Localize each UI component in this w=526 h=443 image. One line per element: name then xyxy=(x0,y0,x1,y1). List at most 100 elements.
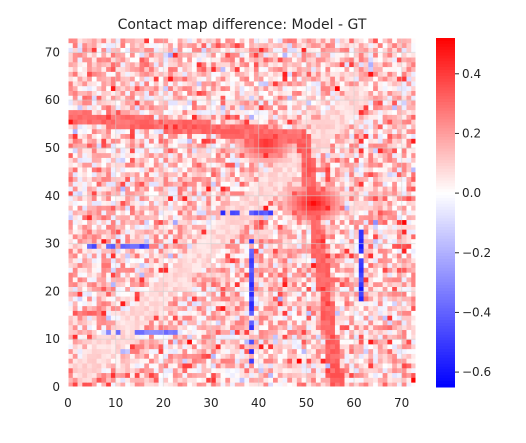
heatmap-cell xyxy=(396,157,403,163)
heatmap-cell xyxy=(172,262,179,268)
heatmap-cell xyxy=(149,61,155,68)
heatmap-cell xyxy=(282,272,288,278)
heatmap-cell xyxy=(411,205,417,211)
heatmap-cell xyxy=(253,176,260,182)
heatmap-cell xyxy=(215,205,221,211)
heatmap-cell xyxy=(387,157,393,163)
heatmap-cell xyxy=(120,100,126,106)
heatmap-cell xyxy=(377,147,384,154)
heatmap-cell xyxy=(354,90,360,96)
heatmap-cell xyxy=(358,377,364,383)
heatmap-cell xyxy=(406,71,412,77)
heatmap-cell xyxy=(392,186,398,192)
heatmap-cell xyxy=(77,104,83,111)
heatmap-cell xyxy=(272,382,279,388)
heatmap-cell xyxy=(134,90,140,96)
heatmap-cell xyxy=(234,95,241,101)
heatmap-cell xyxy=(320,195,326,201)
heatmap-cell xyxy=(68,71,74,77)
heatmap-cell xyxy=(392,291,398,297)
heatmap-cell xyxy=(91,300,98,307)
heatmap-cell xyxy=(401,377,407,383)
heatmap-cell xyxy=(144,229,150,235)
heatmap-cell xyxy=(158,128,164,135)
heatmap-cell xyxy=(354,382,360,388)
heatmap-cell xyxy=(149,286,155,292)
heatmap-cell xyxy=(301,61,307,68)
heatmap-cell xyxy=(182,281,188,287)
heatmap-cell xyxy=(296,310,302,316)
heatmap-cell xyxy=(72,358,78,364)
heatmap-cell xyxy=(244,291,250,297)
heatmap-cell xyxy=(392,205,398,211)
heatmap-cell xyxy=(110,171,117,178)
heatmap-cell xyxy=(87,310,93,316)
heatmap-cell xyxy=(201,190,207,197)
heatmap-cell xyxy=(382,329,388,335)
heatmap-cell xyxy=(358,162,364,168)
heatmap-cell xyxy=(191,167,198,173)
heatmap-cell xyxy=(392,286,398,292)
heatmap-cell xyxy=(401,305,407,311)
heatmap-cell xyxy=(77,377,83,383)
heatmap-cell xyxy=(144,61,150,68)
heatmap-cell xyxy=(244,219,250,225)
heatmap-cell xyxy=(358,277,364,283)
heatmap-cell xyxy=(215,277,221,283)
heatmap-cell xyxy=(301,234,307,240)
heatmap-cell xyxy=(272,205,279,211)
heatmap-cell xyxy=(287,291,293,297)
heatmap-cell xyxy=(406,272,412,278)
heatmap-cell xyxy=(263,186,269,192)
heatmap-cell xyxy=(411,147,417,154)
heatmap-cell xyxy=(120,253,126,259)
heatmap-cell xyxy=(387,143,393,149)
heatmap-cell xyxy=(134,133,140,139)
heatmap-cell xyxy=(187,343,193,350)
heatmap-cell xyxy=(320,320,326,326)
heatmap-cell xyxy=(358,119,364,125)
heatmap-cell xyxy=(101,124,107,130)
heatmap-cell xyxy=(87,262,93,268)
heatmap-cell xyxy=(234,214,241,221)
heatmap-cell xyxy=(258,348,264,354)
heatmap-cell xyxy=(149,71,155,77)
heatmap-cell xyxy=(239,353,245,359)
heatmap-cell xyxy=(91,147,98,154)
heatmap-cell xyxy=(234,262,241,268)
heatmap-cell xyxy=(396,286,403,292)
heatmap-cell xyxy=(396,296,403,302)
heatmap-cell xyxy=(368,320,374,326)
heatmap-cell xyxy=(244,181,250,187)
heatmap-cell xyxy=(139,367,145,374)
heatmap-cell xyxy=(139,248,145,254)
heatmap-cell xyxy=(339,190,345,197)
heatmap-cell xyxy=(106,200,112,206)
heatmap-cell xyxy=(82,257,88,264)
heatmap-cell xyxy=(196,329,202,335)
heatmap-cell xyxy=(377,186,384,192)
heatmap-cell xyxy=(153,324,159,331)
heatmap-cell xyxy=(196,66,202,72)
heatmap-cell xyxy=(172,176,179,182)
heatmap-cell xyxy=(368,205,374,211)
heatmap-cell xyxy=(72,104,78,111)
heatmap-cell xyxy=(253,267,260,273)
heatmap-cell xyxy=(191,248,198,254)
heatmap-cell xyxy=(382,95,388,101)
heatmap-cell xyxy=(163,300,169,307)
heatmap-cell xyxy=(387,296,393,302)
heatmap-cell xyxy=(382,100,388,106)
heatmap-cell xyxy=(363,61,369,68)
heatmap-cell xyxy=(263,291,269,297)
heatmap-cell xyxy=(215,372,221,378)
heatmap-cell xyxy=(354,291,360,297)
heatmap-cell xyxy=(301,248,307,254)
heatmap-cell xyxy=(282,104,288,111)
heatmap-cell xyxy=(354,219,360,225)
heatmap-cell xyxy=(68,200,74,206)
heatmap-cell xyxy=(320,143,326,149)
heatmap-cell xyxy=(358,315,364,321)
heatmap-cell xyxy=(230,90,236,96)
heatmap-cell xyxy=(82,95,88,101)
